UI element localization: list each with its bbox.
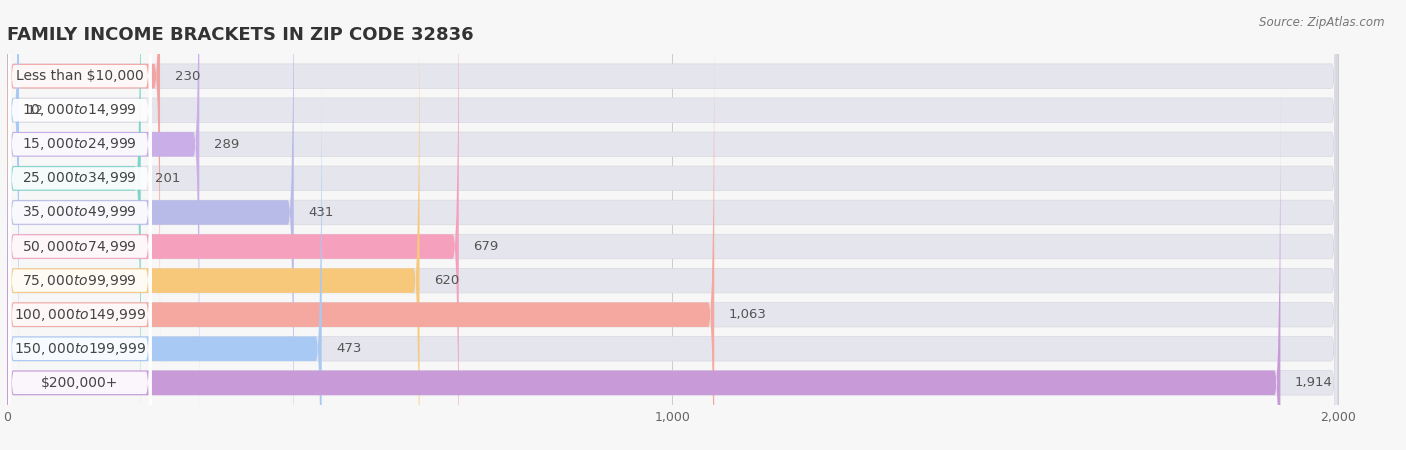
FancyBboxPatch shape: [7, 20, 714, 450]
FancyBboxPatch shape: [8, 0, 152, 372]
Text: 620: 620: [434, 274, 460, 287]
FancyBboxPatch shape: [8, 19, 152, 450]
FancyBboxPatch shape: [8, 0, 152, 450]
Text: 1,063: 1,063: [728, 308, 766, 321]
Text: $200,000+: $200,000+: [41, 376, 118, 390]
Text: 431: 431: [308, 206, 333, 219]
FancyBboxPatch shape: [7, 0, 1337, 450]
FancyBboxPatch shape: [8, 0, 152, 450]
Text: Less than $10,000: Less than $10,000: [15, 69, 143, 83]
FancyBboxPatch shape: [7, 0, 160, 371]
Text: $25,000 to $34,999: $25,000 to $34,999: [22, 171, 138, 186]
FancyBboxPatch shape: [7, 88, 1281, 450]
FancyBboxPatch shape: [8, 122, 152, 450]
Text: $15,000 to $24,999: $15,000 to $24,999: [22, 136, 138, 152]
FancyBboxPatch shape: [7, 0, 141, 450]
FancyBboxPatch shape: [8, 0, 152, 440]
FancyBboxPatch shape: [8, 53, 152, 450]
Text: FAMILY INCOME BRACKETS IN ZIP CODE 32836: FAMILY INCOME BRACKETS IN ZIP CODE 32836: [7, 26, 474, 44]
Text: $150,000 to $199,999: $150,000 to $199,999: [14, 341, 146, 357]
FancyBboxPatch shape: [7, 0, 1337, 405]
FancyBboxPatch shape: [7, 0, 1337, 450]
FancyBboxPatch shape: [7, 88, 1337, 450]
FancyBboxPatch shape: [7, 0, 200, 439]
Text: 289: 289: [214, 138, 239, 151]
FancyBboxPatch shape: [7, 0, 20, 405]
FancyBboxPatch shape: [8, 0, 152, 406]
Text: 473: 473: [336, 342, 361, 355]
FancyBboxPatch shape: [7, 0, 1337, 450]
Text: 12: 12: [27, 104, 44, 117]
FancyBboxPatch shape: [8, 0, 152, 338]
Text: Source: ZipAtlas.com: Source: ZipAtlas.com: [1260, 16, 1385, 29]
FancyBboxPatch shape: [7, 0, 419, 450]
FancyBboxPatch shape: [7, 54, 322, 450]
Text: 230: 230: [174, 70, 200, 83]
FancyBboxPatch shape: [7, 0, 1337, 371]
FancyBboxPatch shape: [8, 87, 152, 450]
FancyBboxPatch shape: [7, 0, 294, 450]
Text: 1,914: 1,914: [1295, 376, 1333, 389]
Text: 679: 679: [474, 240, 499, 253]
FancyBboxPatch shape: [7, 54, 1337, 450]
FancyBboxPatch shape: [7, 20, 1337, 450]
FancyBboxPatch shape: [7, 0, 1337, 450]
Text: $75,000 to $99,999: $75,000 to $99,999: [22, 273, 138, 288]
Text: $50,000 to $74,999: $50,000 to $74,999: [22, 238, 138, 255]
FancyBboxPatch shape: [7, 0, 458, 450]
Text: $100,000 to $149,999: $100,000 to $149,999: [14, 307, 146, 323]
Text: $10,000 to $14,999: $10,000 to $14,999: [22, 102, 138, 118]
Text: $35,000 to $49,999: $35,000 to $49,999: [22, 204, 138, 220]
Text: 201: 201: [156, 172, 181, 185]
FancyBboxPatch shape: [7, 0, 1337, 439]
